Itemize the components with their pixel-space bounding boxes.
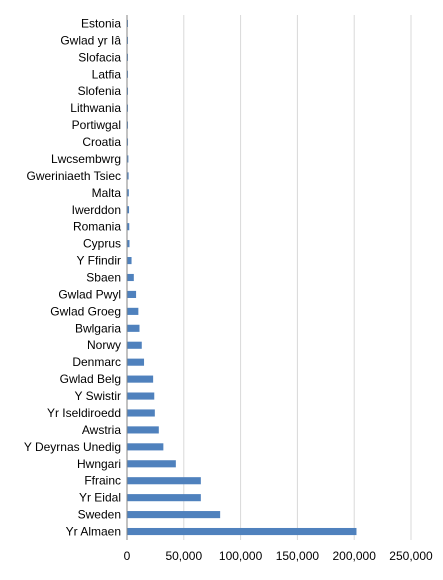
category-label: Gweriniaeth Tsiec [27,169,122,183]
category-label: Croatia [82,135,121,149]
x-tick-label: 0 [124,549,131,563]
category-label: Iwerddon [72,203,121,217]
bar [127,341,142,349]
bar [127,155,129,163]
bar [127,443,164,451]
bar [127,307,139,315]
x-tick-label: 50,000 [165,549,202,563]
bar [127,240,130,248]
category-label: Sbaen [86,271,121,285]
category-label: Y Ffindir [77,254,121,268]
category-label: Hwngari [77,457,121,471]
category-label: Gwlad yr Iâ [60,33,121,47]
category-label: Malta [92,186,122,200]
gridlines [183,15,412,540]
category-label: Norwy [87,338,121,352]
bar [127,527,357,536]
bar [127,172,129,180]
category-label: Y Swistir [75,389,121,403]
x-axis-tick-labels: 0 50,000 100,000 150,000 200,000 250,000 [124,549,433,563]
x-tick-label: 200,000 [333,549,377,563]
bar [127,409,155,417]
category-label: Cyprus [83,237,121,251]
bar [127,511,221,519]
category-label: Gwlad Belg [60,372,121,386]
category-label: Yr Eidal [79,491,121,505]
category-label: Gwlad Pwyl [58,287,121,301]
bar [127,273,134,282]
category-label: Portiwgal [72,118,121,132]
category-label: Bwlgaria [75,321,121,335]
x-tick-label: 150,000 [276,549,320,563]
bar [127,138,129,146]
category-label: Sweden [78,508,121,522]
bar [127,477,201,485]
bar [127,426,159,434]
bar [127,324,140,332]
category-labels: Estonia Gwlad yr Iâ Slofacia Latfia Slofenia… [24,16,121,538]
bar [127,375,154,383]
category-label: Yr Iseldiroedd [47,406,121,420]
x-tick-label: 100,000 [219,549,263,563]
category-label: Gwlad Groeg [50,304,121,318]
bar [127,460,176,468]
category-label: Slofenia [78,84,122,98]
bar [127,206,130,214]
bars [127,19,357,536]
category-label: Denmarc [72,355,121,369]
bar [127,257,132,265]
bar [127,290,137,298]
bar [127,358,145,366]
bar [127,494,201,502]
category-label: Lithwania [70,101,121,115]
bar [127,223,130,231]
category-label: Slofacia [78,50,121,64]
category-label: Yr Almaen [66,525,121,539]
bar [127,189,129,197]
category-label: Romania [73,220,121,234]
category-label: Y Deyrnas Unedig [24,440,121,454]
category-label: Estonia [81,16,121,30]
category-label: Lwcsembwrg [51,152,121,166]
bar [127,392,155,400]
x-tick-label: 250,000 [389,549,433,563]
category-label: Latfia [92,67,122,81]
category-label: Ffrainc [84,474,121,488]
category-label: Awstria [82,423,121,437]
